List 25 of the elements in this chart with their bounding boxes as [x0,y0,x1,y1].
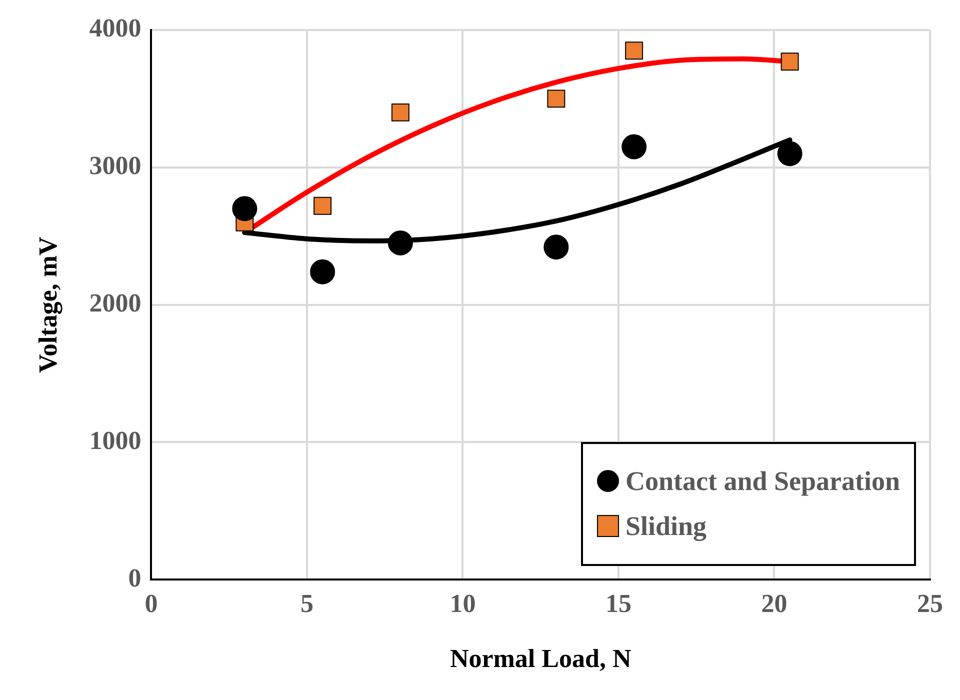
point [314,196,332,215]
x-tick-label: 15 [605,588,632,618]
x-tick-label: 25 [917,588,943,618]
point [388,230,413,256]
x-axis-title: Normal Load, N [450,644,632,674]
x-tick-label: 20 [761,588,788,618]
y-tick-label: 0 [128,563,142,592]
y-tick-label: 2000 [89,288,142,318]
legend-label: Contact and Separation [625,466,900,497]
legend-label: Sliding [625,510,707,542]
y-tick-label: 4000 [89,14,142,43]
point [547,90,566,108]
point [625,42,644,60]
point [780,52,799,71]
point [777,141,802,166]
point [391,103,410,122]
x-tick-label: 10 [450,588,476,618]
y-axis-title: Voltage, mV [33,236,62,373]
y-tick-label: 1000 [89,426,142,455]
point [544,234,569,260]
x-tick-label: 5 [300,588,314,618]
y-tick-label: 3000 [89,151,142,180]
point [622,134,647,160]
point [310,259,336,284]
point [232,196,258,222]
